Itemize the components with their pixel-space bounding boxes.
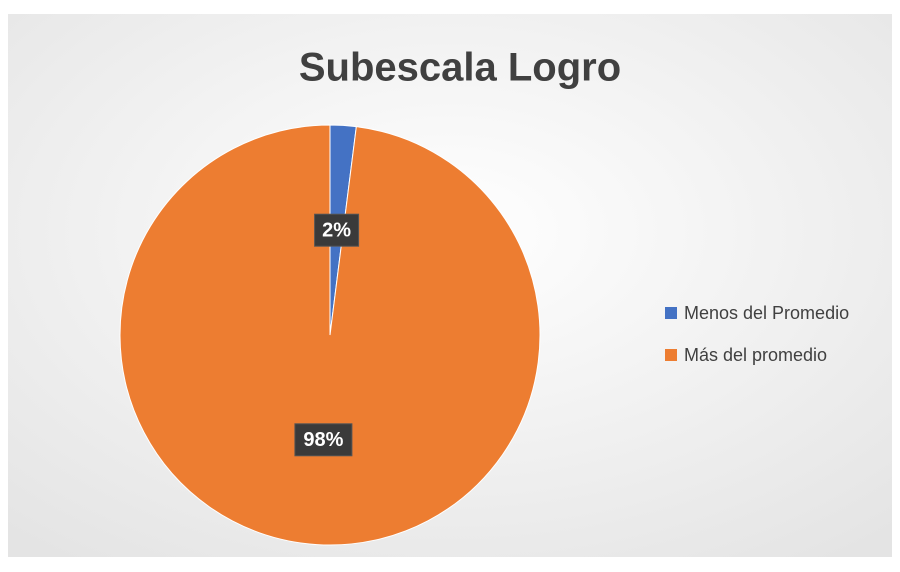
legend-label: Menos del Promedio [684, 303, 849, 323]
chart-title: Subescala Logro [299, 46, 621, 90]
data-label-box [294, 423, 353, 457]
legend-label: Más del promedio [684, 345, 827, 365]
legend-swatch [665, 307, 677, 319]
data-label: 98% [303, 429, 343, 451]
pie-slice [119, 124, 541, 546]
data-label-box [314, 213, 360, 247]
legend-swatch [665, 349, 677, 361]
data-label: 2% [322, 219, 351, 241]
